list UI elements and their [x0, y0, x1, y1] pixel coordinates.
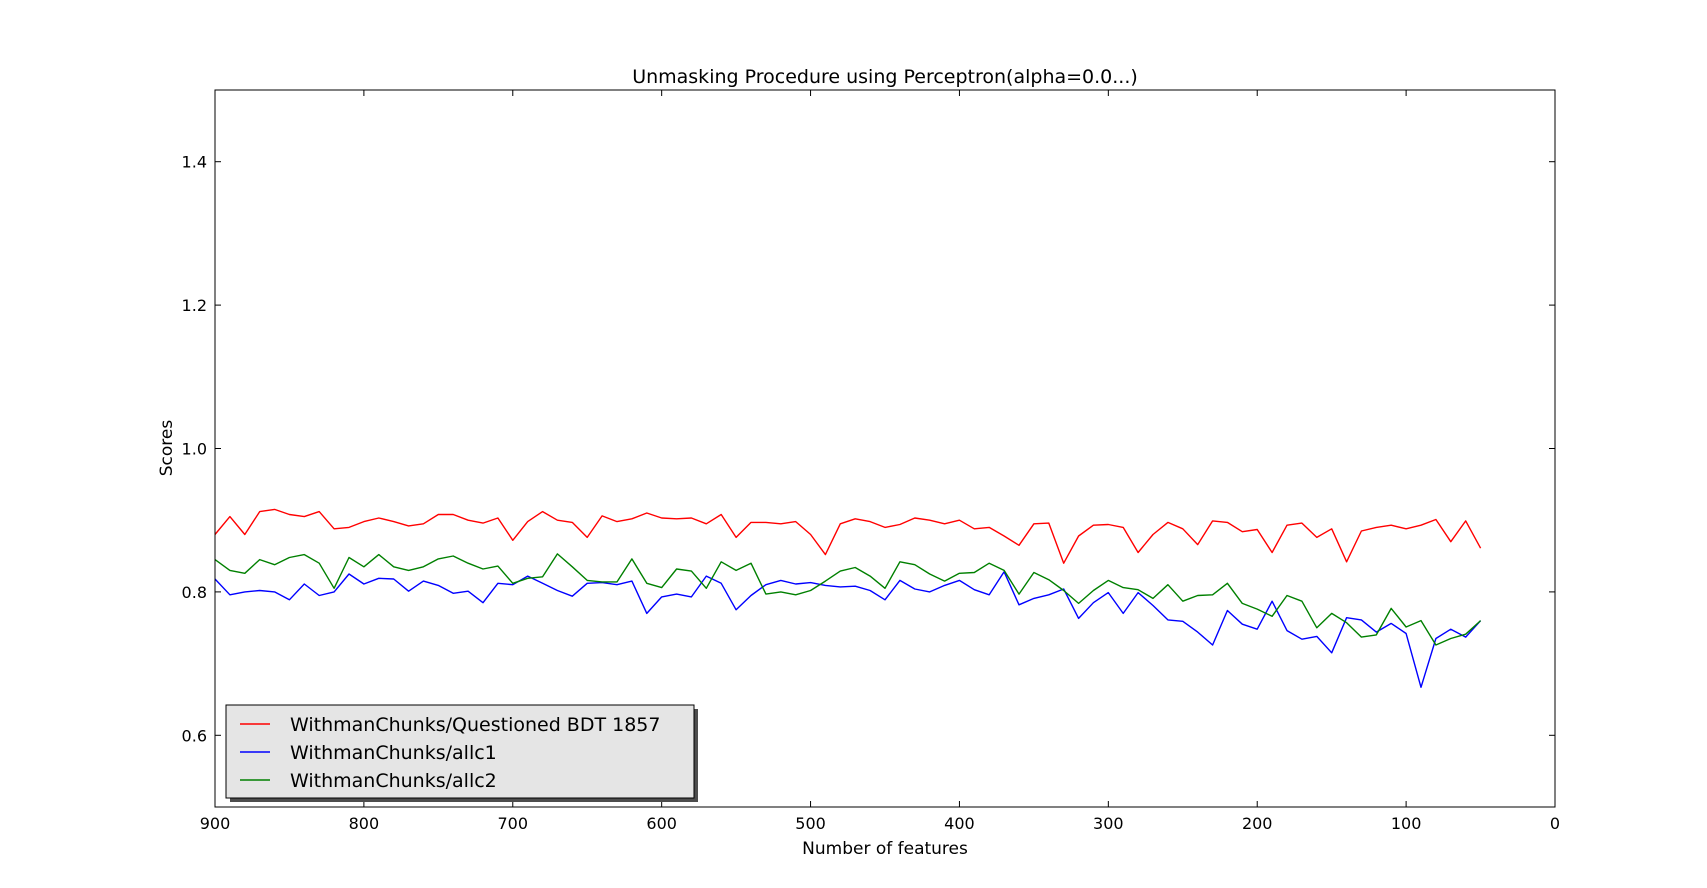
y-axis-label: Scores: [157, 420, 177, 477]
legend-label-2: WithmanChunks/allc1: [290, 742, 497, 764]
chart-title: Unmasking Procedure using Perceptron(alp…: [632, 66, 1138, 88]
legend-box: [225, 704, 695, 799]
legend: WithmanChunks/Questioned BDT 1857 Withman…: [225, 704, 698, 802]
y-axis: 0.6 0.8 1.0 1.2 1.4: [182, 153, 1555, 745]
x-tick-label: 500: [795, 814, 826, 833]
x-tick-label: 300: [1093, 814, 1124, 833]
y-tick-label: 1.2: [182, 296, 207, 315]
x-tick-label: 400: [944, 814, 975, 833]
legend-entries: WithmanChunks/Questioned BDT 1857 Withman…: [240, 714, 660, 792]
legend-label-1: WithmanChunks/Questioned BDT 1857: [290, 714, 660, 736]
x-axis: 900 800 700 600 500 400 300 200 100 0: [200, 90, 1560, 833]
plot-area: [215, 90, 1555, 807]
y-tick-label: 1.4: [182, 153, 207, 172]
x-tick-label: 800: [349, 814, 380, 833]
x-tick-label: 0: [1550, 814, 1560, 833]
series-line-3: [214, 553, 1482, 646]
x-tick-label: 100: [1391, 814, 1422, 833]
series-line-1: [214, 508, 1482, 564]
y-tick-label: 0.6: [182, 726, 207, 745]
legend-label-3: WithmanChunks/allc2: [290, 770, 497, 792]
x-tick-label: 600: [646, 814, 677, 833]
x-tick-label: 700: [498, 814, 529, 833]
y-tick-label: 0.8: [182, 583, 207, 602]
series-line-2: [214, 571, 1482, 688]
x-tick-label: 900: [200, 814, 231, 833]
x-tick-label: 200: [1242, 814, 1273, 833]
y-tick-label: 1.0: [182, 440, 207, 459]
x-axis-label: Number of features: [802, 839, 968, 859]
series-layer: [214, 508, 1482, 688]
